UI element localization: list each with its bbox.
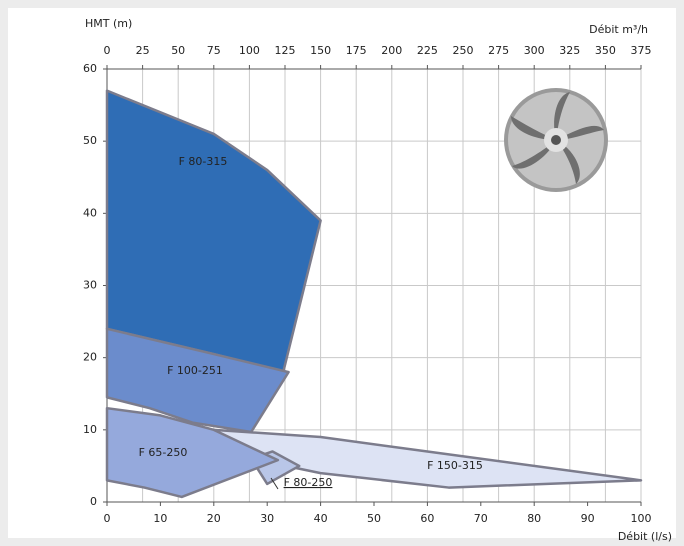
- x2-tick-label: 375: [631, 44, 652, 57]
- x2-tick-label: 300: [524, 44, 545, 57]
- region-label: F 150-315: [427, 459, 483, 472]
- x-tick-label: 0: [104, 512, 111, 525]
- x2-tick-label: 325: [559, 44, 580, 57]
- y-tick-label: 30: [83, 279, 97, 292]
- x-tick-label: 40: [314, 512, 328, 525]
- region-label: F 80-315: [179, 155, 228, 168]
- y-tick-label: 50: [83, 134, 97, 147]
- x2-tick-label: 75: [207, 44, 221, 57]
- x2-axis-title: Débit m³/h: [589, 23, 648, 36]
- region: [105, 327, 290, 434]
- region: [105, 406, 280, 499]
- x2-tick-label: 150: [310, 44, 331, 57]
- y-tick-label: 10: [83, 423, 97, 436]
- x-tick-label: 70: [474, 512, 488, 525]
- x2-tick-label: 125: [275, 44, 296, 57]
- y-tick-label: 20: [83, 351, 97, 364]
- x-axis-title: Débit (l/s): [618, 530, 672, 543]
- x2-tick-label: 175: [346, 44, 367, 57]
- x-tick-label: 60: [420, 512, 434, 525]
- plot-area: 0 25 50 75 100 125 150 175 200 225 250 275 300 325 350…: [83, 44, 652, 525]
- x-tick-label: 20: [207, 512, 221, 525]
- y-tick-label: 0: [90, 495, 97, 508]
- leader-line: [270, 477, 279, 490]
- x-tick-label: 90: [581, 512, 595, 525]
- y-axis-title: HMT (m): [85, 17, 132, 30]
- x2-tick-label: 0: [104, 44, 111, 57]
- x2-tick-label: 100: [239, 44, 260, 57]
- x-tick-label: 80: [527, 512, 541, 525]
- x2-tick-label: 250: [453, 44, 474, 57]
- x2-tick-label: 200: [381, 44, 402, 57]
- x-tick-label: 100: [631, 512, 652, 525]
- y-tick-label: 40: [83, 206, 97, 219]
- x2-tick-label: 350: [595, 44, 616, 57]
- x-tick-label: 10: [153, 512, 167, 525]
- region-label: F 65-250: [139, 446, 188, 459]
- region-label: F 80-250: [284, 476, 333, 489]
- x2-tick-label: 225: [417, 44, 438, 57]
- region-label: F 100-251: [167, 364, 223, 377]
- x-tick-label: 50: [367, 512, 381, 525]
- x-tick-label: 30: [260, 512, 274, 525]
- x2-tick-label: 275: [488, 44, 509, 57]
- y-tick-label: 60: [83, 62, 97, 75]
- x2-tick-label: 25: [136, 44, 150, 57]
- x2-tick-label: 50: [171, 44, 185, 57]
- impeller-image: [504, 88, 608, 192]
